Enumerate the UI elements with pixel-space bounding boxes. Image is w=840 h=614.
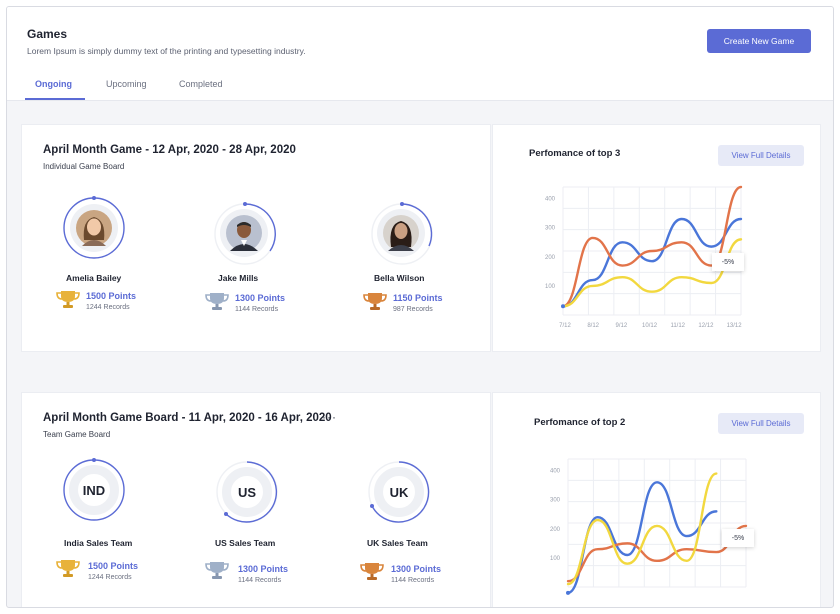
avatar <box>70 204 118 252</box>
board-type: Individual Game Board <box>43 162 125 171</box>
games-window: Games Lorem Ipsum is simply dummy text o… <box>6 6 834 608</box>
page-header: Games Lorem Ipsum is simply dummy text o… <box>7 7 833 101</box>
series-line <box>561 217 743 308</box>
progress-ring <box>368 461 430 523</box>
y-tick-label: 400 <box>550 469 561 475</box>
player-name: Bella Wilson <box>374 273 425 283</box>
game-board-card: April Month Game Board - 11 Apr, 2020 - … <box>21 392 491 607</box>
player-records: 987 Records <box>393 306 433 313</box>
team-badge: IND <box>69 465 119 515</box>
team-name: India Sales Team <box>64 538 133 548</box>
y-tick-label: 100 <box>545 284 556 290</box>
y-tick-label: 400 <box>545 197 556 203</box>
bronze-trophy-icon <box>360 563 384 580</box>
gold-trophy-icon <box>56 560 80 577</box>
silver-trophy-icon <box>205 562 229 579</box>
progress-ring <box>63 458 125 521</box>
x-tick-label: 12/12 <box>698 323 714 329</box>
tab-ongoing[interactable]: Ongoing <box>35 79 72 89</box>
page-title: Games <box>27 27 68 41</box>
performance-line-chart: 100 200 300 400 7/12 8/12 9/12 10/12 11/12 12/12 1… <box>545 185 743 329</box>
series-line <box>561 238 743 308</box>
x-tick-label: 9/12 <box>616 323 628 329</box>
performance-line-chart: 100 200 300 400 <box>550 458 748 595</box>
player-name: Amelia Bailey <box>66 273 122 283</box>
progress-ring <box>216 461 278 523</box>
board-title: April Month Game - 12 Apr, 2020 - 28 Apr… <box>43 144 296 156</box>
player-records: 1144 Records <box>235 306 279 313</box>
bronze-trophy-icon <box>363 293 387 310</box>
view-full-details-button[interactable]: View Full Details <box>718 145 804 166</box>
team-points: 1300 Points <box>391 564 442 574</box>
team-badge: UK <box>374 467 424 517</box>
silver-trophy-icon <box>205 293 229 310</box>
chart-tooltip: -5% <box>712 253 744 271</box>
board-title: April Month Game Board - 11 Apr, 2020 - … <box>43 412 332 424</box>
x-tick-label: 7/12 <box>559 323 571 329</box>
x-tick-label: 13/12 <box>727 323 743 329</box>
avatar <box>220 209 268 257</box>
team-name: US Sales Team <box>215 538 276 548</box>
player-records: 1244 Records <box>86 304 130 311</box>
team-name: UK Sales Team <box>367 538 428 548</box>
data-point <box>566 590 570 595</box>
chart-tooltip: -5% <box>722 529 754 547</box>
player-points: 1300 Points <box>235 293 286 303</box>
performance-chart-card: Perfomance of top 3 View Full Details 10… <box>492 124 821 352</box>
player-points: 1500 Points <box>86 291 137 301</box>
board-type: Team Game Board <box>43 430 111 439</box>
player-name: Jake Mills <box>218 273 259 283</box>
game-board-card: April Month Game - 12 Apr, 2020 - 28 Apr… <box>21 124 491 352</box>
y-tick-label: 200 <box>545 255 556 261</box>
view-full-details-button[interactable]: View Full Details <box>718 413 804 434</box>
more-options-icon[interactable]: ··· <box>322 410 337 424</box>
performance-chart-card: Perfomance of top 2 View Full Details 10… <box>492 392 821 607</box>
x-tick-label: 10/12 <box>642 323 658 329</box>
chart-title: Perfomance of top 2 <box>534 417 626 428</box>
page-subtitle: Lorem Ipsum is simply dummy text of the … <box>27 46 306 56</box>
man-avatar-icon <box>226 215 262 251</box>
team-points: 1500 Points <box>88 561 139 571</box>
x-tick-label: 11/12 <box>670 323 685 329</box>
series-line <box>566 481 718 595</box>
chart-title: Perfomance of top 3 <box>529 148 621 159</box>
tab-completed[interactable]: Completed <box>179 79 223 89</box>
avatar <box>377 209 425 257</box>
woman-avatar-icon <box>76 210 112 246</box>
tab-upcoming[interactable]: Upcoming <box>106 79 147 89</box>
team-records: 1144 Records <box>238 577 282 584</box>
y-tick-label: 300 <box>545 226 556 232</box>
data-point <box>561 304 565 309</box>
active-tab-indicator <box>25 98 85 100</box>
series-line <box>566 524 748 583</box>
y-tick-label: 200 <box>550 527 561 533</box>
team-badge: US <box>222 467 272 517</box>
team-records: 1144 Records <box>391 577 435 584</box>
progress-ring <box>63 196 125 259</box>
progress-ring <box>371 202 433 265</box>
create-new-game-button[interactable]: Create New Game <box>707 29 811 53</box>
team-points: 1300 Points <box>238 564 289 574</box>
team-records: 1244 Records <box>88 574 132 581</box>
series-line <box>566 472 718 586</box>
player-points: 1150 Points <box>393 293 443 303</box>
y-tick-label: 300 <box>550 498 561 504</box>
woman-avatar-icon <box>383 215 419 251</box>
progress-ring <box>214 202 276 265</box>
y-tick-label: 100 <box>550 556 561 562</box>
x-tick-label: 8/12 <box>587 323 599 329</box>
gold-trophy-icon <box>56 291 80 308</box>
